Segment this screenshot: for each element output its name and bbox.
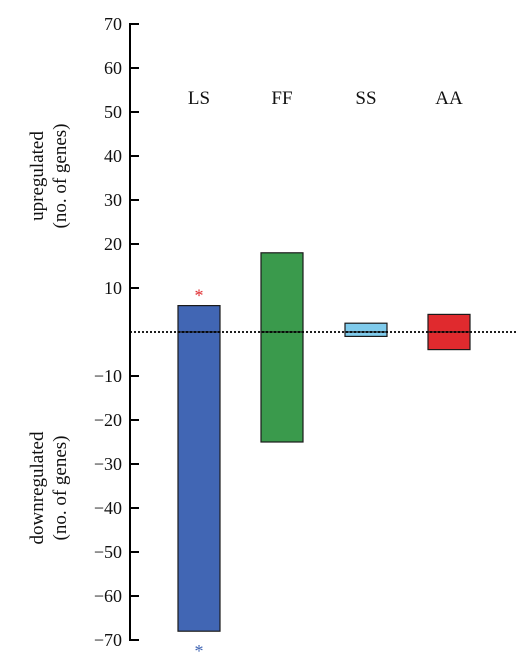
bar-ff-down (260, 331, 304, 443)
category-label-aa: AA (435, 88, 463, 109)
y-tick-label: 50 (104, 102, 122, 122)
y-tick-label: 10 (104, 278, 122, 298)
y-tick-label: −10 (94, 366, 122, 386)
y-tick-label: −50 (94, 542, 122, 562)
y-title-upregulated-line-2: (no. of genes) (50, 124, 71, 229)
annotations: ** (195, 286, 204, 662)
bar-ls-down (177, 331, 221, 632)
y-title-upregulated: upregulated (no. of genes) (27, 124, 71, 229)
y-title-downregulated-line-2: (no. of genes) (50, 436, 71, 541)
y-tick-label: 70 (104, 14, 122, 34)
y-title-downregulated-line-1: downregulated (27, 431, 48, 544)
bar-ss-up (344, 322, 388, 333)
y-tick-label: −70 (94, 630, 122, 650)
bars (177, 252, 471, 632)
bar-aa-up (427, 313, 471, 333)
category-label-ss: SS (355, 88, 376, 109)
category-label-ff: FF (271, 88, 292, 109)
significance-asterisk-2: * (195, 641, 204, 661)
y-tick-label: −40 (94, 498, 122, 518)
bar-ff-up (260, 252, 304, 333)
axis-titles: upregulated (no. of genes)downregulated (n… (27, 124, 71, 545)
significance-asterisk-1: * (195, 286, 204, 306)
y-tick-label: −20 (94, 410, 122, 430)
y-tick-label: −60 (94, 586, 122, 606)
y-tick-label: 60 (104, 58, 122, 78)
category-label-ls: LS (188, 88, 210, 109)
category-labels: LS FF SS AA (188, 88, 463, 109)
bar-ls-up (177, 305, 221, 333)
y-tick-label: 40 (104, 146, 122, 166)
y-tick-label: −30 (94, 454, 122, 474)
bar-aa-down (427, 331, 471, 351)
y-title-downregulated: downregulated (no. of genes) (27, 431, 71, 544)
y-title-upregulated-line-1: upregulated (27, 131, 48, 221)
y-tick-label: 30 (104, 190, 122, 210)
y-tick-labels: 70 60 50 40 30 20 10 −10 −20 −30 −40 −50 −60 −70 (94, 14, 122, 650)
y-tick-label: 20 (104, 234, 122, 254)
